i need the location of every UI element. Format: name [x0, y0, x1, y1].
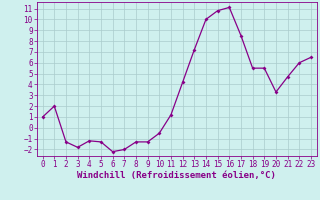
X-axis label: Windchill (Refroidissement éolien,°C): Windchill (Refroidissement éolien,°C) [77, 171, 276, 180]
